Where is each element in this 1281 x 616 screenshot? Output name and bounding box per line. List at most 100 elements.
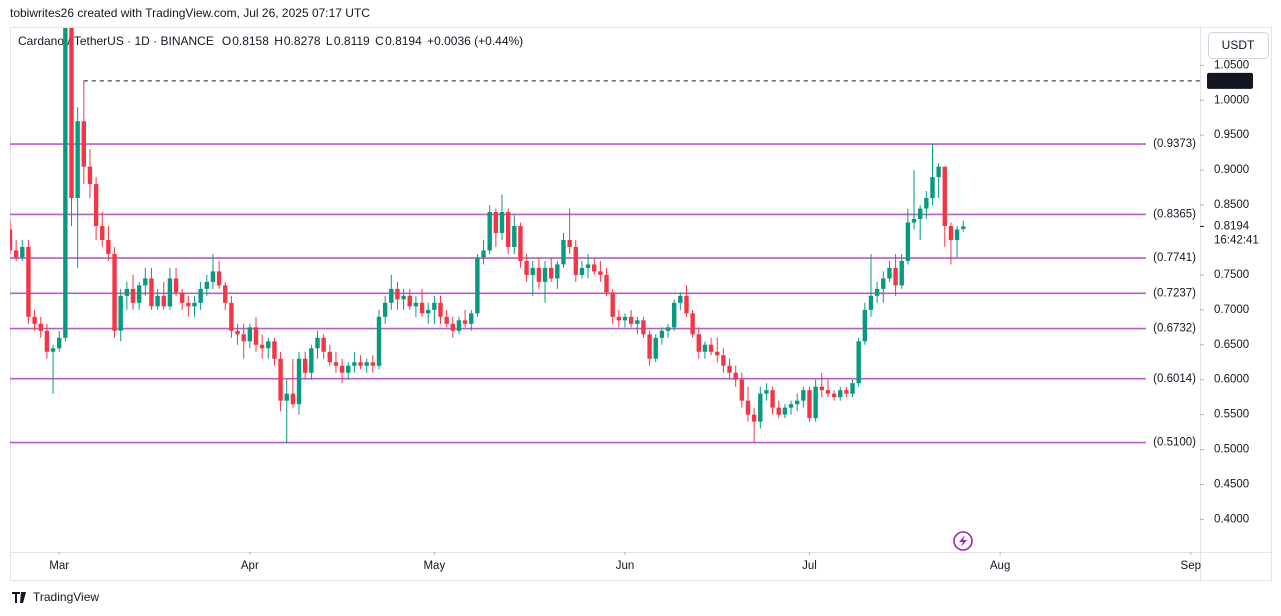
candle-body (505, 212, 511, 247)
footer-brand: TradingView (33, 590, 99, 604)
x-tick-label: Jun (616, 560, 635, 572)
candle-body (204, 281, 209, 289)
candle-body (782, 407, 788, 415)
candle-body (561, 239, 566, 265)
candle-body (874, 288, 880, 296)
candle-body (647, 334, 652, 359)
high-label: 1.0278 (1211, 75, 1247, 87)
candle-body (438, 302, 443, 317)
candle-body (272, 341, 277, 359)
candle-body (44, 330, 50, 352)
candle-body (179, 292, 185, 303)
y-tick-label: 0.4000 (1214, 513, 1249, 525)
y-tick-label: 0.7000 (1214, 304, 1249, 316)
candle-body (339, 365, 345, 373)
candle-body (56, 337, 62, 349)
candle-body (524, 260, 529, 275)
candle-body (721, 355, 726, 366)
x-tick-label: Jul (802, 560, 817, 572)
candle-body (807, 390, 812, 419)
currency-button[interactable] (1208, 32, 1269, 59)
legend-key: H (274, 34, 283, 48)
currency[interactable]: USDT (1222, 38, 1255, 52)
candle-body (315, 337, 320, 349)
candle-body (536, 267, 542, 282)
candle-body (641, 320, 646, 335)
candle-body (370, 362, 376, 366)
candle-body (259, 344, 265, 349)
legend-change: +0.0036 (+0.44%) (427, 34, 523, 48)
candle-body (475, 257, 480, 314)
candle-body (462, 320, 468, 324)
y-tick-label: 1.0000 (1214, 94, 1249, 106)
event-icon[interactable] (953, 531, 973, 551)
candle-body (616, 316, 622, 321)
legend-value: 0.8158 (232, 34, 269, 48)
legend-value: 0.8278 (284, 34, 321, 48)
candle-body (665, 327, 671, 331)
candle-body (296, 358, 302, 405)
candle-body (407, 295, 412, 307)
candle-body (124, 288, 130, 296)
level-label: (0.8365) (1153, 209, 1196, 221)
y-tick-label: 0.9500 (1214, 129, 1249, 141)
candle-body (924, 198, 929, 209)
candle-body (266, 341, 271, 349)
candle-body (733, 372, 738, 380)
candle-body (69, 28, 74, 199)
candle-body (893, 267, 898, 286)
candle-body (352, 362, 357, 366)
high-badge (1207, 72, 1253, 89)
ohlc-legend: O 0.8158 H 0.8278 L 0.8119 C 0.8194 +0.0036 (+0.… (222, 34, 523, 48)
candle-body (801, 390, 806, 401)
candle-body (690, 313, 695, 335)
candle-body (917, 208, 923, 220)
candle-body (628, 316, 634, 324)
candle-body (210, 271, 216, 282)
legend-key: C (375, 34, 384, 48)
candle-body (112, 253, 117, 331)
candle-body (167, 278, 173, 307)
candle-body (887, 267, 892, 279)
candle-body (850, 383, 855, 394)
candle-body (161, 295, 166, 307)
x-tick-label: Aug (990, 560, 1010, 572)
footer-logo (12, 592, 26, 603)
candle-body (585, 264, 591, 268)
candle-body (10, 229, 13, 251)
candle-body (758, 393, 763, 422)
candle-body (911, 219, 917, 223)
pane-border (10, 27, 1272, 581)
candle-body (235, 330, 240, 335)
y-tick-label: 0.5000 (1214, 444, 1249, 456)
candle-body (739, 379, 745, 401)
candle-body (130, 288, 136, 303)
candle-body (764, 390, 769, 394)
candle-body (548, 267, 554, 279)
axes: 1.0500 1.0000 0.9500 0.9000 0.8500 0.7500 0.70… (49, 59, 1258, 572)
candle-body (81, 121, 86, 167)
last-price-label: 0.8194 (1214, 220, 1250, 232)
y-tick-label: 0.4500 (1214, 479, 1249, 491)
candle-body (321, 337, 326, 352)
candle-body (100, 226, 105, 240)
level-label: (0.6014) (1153, 373, 1196, 385)
candle-body (241, 334, 246, 342)
candle-body (413, 302, 419, 307)
candle-body (770, 390, 775, 408)
candle-body (825, 390, 831, 394)
candle-body (579, 267, 585, 275)
candle-body (610, 292, 615, 317)
candle-body (622, 316, 628, 321)
x-tick-label: Mar (49, 560, 69, 572)
candle-body (382, 302, 388, 317)
candle-body (813, 386, 818, 419)
candle-body (327, 351, 332, 363)
candle-body (302, 358, 308, 373)
candle-body (954, 229, 960, 240)
candle-body (708, 344, 714, 352)
level-label: (0.7237) (1153, 287, 1196, 299)
candle-body (32, 316, 37, 324)
candle-body (868, 295, 874, 310)
